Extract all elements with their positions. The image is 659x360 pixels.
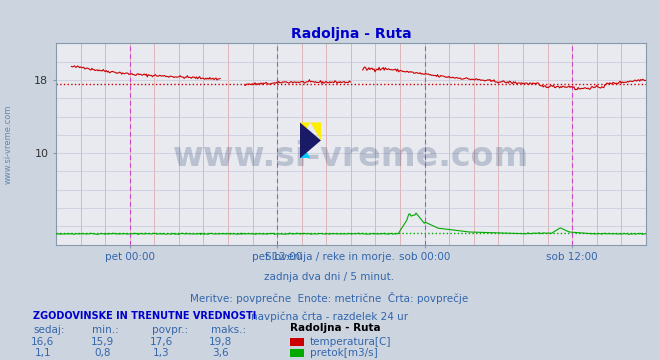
Text: 19,8: 19,8 bbox=[209, 337, 233, 347]
Text: Meritve: povprečne  Enote: metrične  Črta: povprečje: Meritve: povprečne Enote: metrične Črta:… bbox=[190, 292, 469, 303]
Text: povpr.:: povpr.: bbox=[152, 325, 188, 335]
Text: 1,1: 1,1 bbox=[34, 348, 51, 358]
Polygon shape bbox=[300, 122, 321, 158]
Text: temperatura[C]: temperatura[C] bbox=[310, 337, 391, 347]
Text: Radoljna - Ruta: Radoljna - Ruta bbox=[290, 323, 381, 333]
Text: 0,8: 0,8 bbox=[94, 348, 111, 358]
Text: 15,9: 15,9 bbox=[90, 337, 114, 347]
Text: 3,6: 3,6 bbox=[212, 348, 229, 358]
Text: 1,3: 1,3 bbox=[153, 348, 170, 358]
Text: 17,6: 17,6 bbox=[150, 337, 173, 347]
Polygon shape bbox=[310, 122, 321, 140]
Text: sedaj:: sedaj: bbox=[33, 325, 65, 335]
Text: maks.:: maks.: bbox=[211, 325, 246, 335]
Text: navpična črta - razdelek 24 ur: navpična črta - razdelek 24 ur bbox=[251, 311, 408, 322]
Polygon shape bbox=[300, 122, 310, 140]
Text: www.si-vreme.com: www.si-vreme.com bbox=[3, 104, 13, 184]
Text: Slovenija / reke in morje.: Slovenija / reke in morje. bbox=[264, 252, 395, 262]
Polygon shape bbox=[300, 140, 310, 158]
Text: 16,6: 16,6 bbox=[31, 337, 55, 347]
Text: www.si-vreme.com: www.si-vreme.com bbox=[173, 140, 529, 172]
Text: ZGODOVINSKE IN TRENUTNE VREDNOSTI: ZGODOVINSKE IN TRENUTNE VREDNOSTI bbox=[33, 311, 256, 321]
Text: zadnja dva dni / 5 minut.: zadnja dva dni / 5 minut. bbox=[264, 272, 395, 282]
Text: min.:: min.: bbox=[92, 325, 119, 335]
Text: pretok[m3/s]: pretok[m3/s] bbox=[310, 348, 378, 358]
Title: Radoljna - Ruta: Radoljna - Ruta bbox=[291, 27, 411, 41]
